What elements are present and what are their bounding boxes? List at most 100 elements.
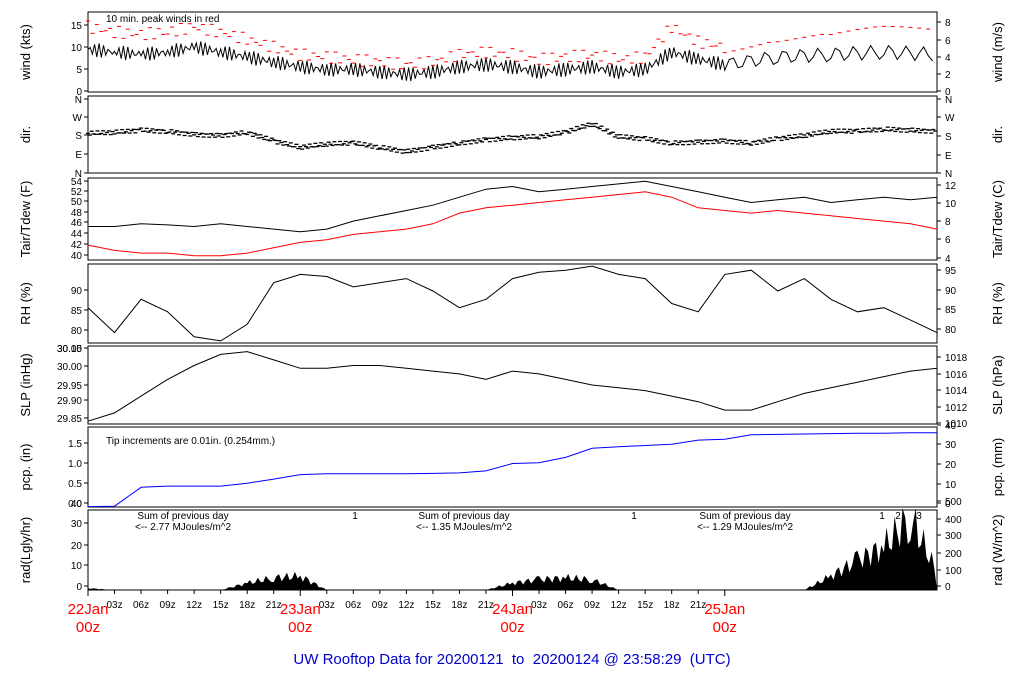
y-tick-label-left: 5: [76, 65, 82, 76]
y-tick-label-left: 52: [71, 187, 83, 198]
y-tick-label-left: W: [73, 113, 83, 124]
day-date-label: 24Jan: [492, 601, 533, 618]
y-tick-label-right: 10: [945, 480, 957, 491]
y-tick-label-right: 1012: [945, 403, 968, 414]
y-axis-label-right: RH (%): [990, 282, 1005, 325]
y-tick-label-left: 40: [71, 251, 83, 262]
y-tick-label-right: 12: [945, 181, 957, 192]
y-tick-label-right: 20: [945, 460, 957, 471]
y-tick-label-right: 30: [945, 440, 957, 451]
x-tick-label: 21z: [690, 600, 706, 611]
x-tick-label: 03z: [106, 600, 122, 611]
y-tick-label-right: 0: [945, 87, 951, 98]
y-tick-label-left: 1.5: [68, 439, 82, 450]
y-tick-label-left: 40: [71, 499, 83, 510]
y-axis-label-left: RH (%): [18, 282, 33, 325]
relative-humidity-line: [87, 265, 938, 342]
y-tick-label-right: 100: [945, 566, 962, 577]
y-tick-label-left: 46: [71, 218, 83, 229]
y-tick-label-left: 50: [71, 197, 83, 208]
x-tick-label: 18z: [239, 600, 255, 611]
panel-frame: [87, 11, 938, 93]
panel-frame: [87, 177, 938, 261]
y-tick-label-left: 30.00: [57, 362, 82, 373]
y-tick-label-right: 8: [945, 18, 951, 29]
y-axis-label-right: Tair/Tdew (C): [990, 180, 1005, 258]
y-tick-label-right: 80: [945, 325, 957, 336]
x-tick-label: 12z: [186, 600, 202, 611]
y-tick-label-left: 1.0: [68, 459, 82, 470]
x-tick-label: 15z: [637, 600, 653, 611]
y-tick-label-right: 40: [945, 421, 957, 432]
day-hour-label: 00z: [500, 619, 524, 636]
panel-frame: [87, 426, 938, 508]
y-axis-label-left: Tair/Tdew (F): [18, 181, 33, 258]
y-tick-label-left: 30.05: [57, 344, 82, 355]
radiation-marker: 3: [916, 511, 922, 522]
wind-series-line: [87, 41, 933, 82]
wind-annotation: 10 min. peak winds in red: [106, 14, 219, 25]
y-tick-label-right: 6: [945, 235, 951, 246]
x-tick-label: 06z: [133, 600, 149, 611]
y-axis-label-left: dir.: [18, 126, 33, 143]
x-tick-label: 15z: [213, 600, 229, 611]
radiation-day-sum-value: <-- 2.77 MJoules/m^2: [135, 522, 232, 533]
y-tick-label-left: 10: [71, 561, 83, 572]
radiation-day-sum-title: Sum of previous day: [137, 511, 228, 522]
x-tick-label: 15z: [425, 600, 441, 611]
y-axis-label-right: wind (m/s): [990, 22, 1005, 83]
y-tick-label-right: 2: [945, 70, 951, 81]
y-tick-label-left: 54: [71, 177, 83, 188]
y-tick-label-left: 48: [71, 208, 83, 219]
radiation-area: [88, 508, 937, 590]
x-tick-label: 18z: [451, 600, 467, 611]
x-tick-label: 21z: [266, 600, 282, 611]
y-tick-label-right: 6: [945, 36, 951, 47]
y-tick-label-left: 0: [76, 582, 82, 593]
panel-frame: [87, 263, 938, 344]
x-tick-label: 09z: [584, 600, 600, 611]
y-tick-label-right: 1016: [945, 370, 968, 381]
radiation-day-sum-title: Sum of previous day: [699, 511, 790, 522]
radiation-day-sum-value: <-- 1.35 MJoules/m^2: [416, 522, 513, 533]
x-tick-label: 12z: [611, 600, 627, 611]
x-tick-label: 03z: [319, 600, 335, 611]
y-axis-label-right: rad (W/m^2): [990, 514, 1005, 585]
y-tick-label-left: 30.10: [57, 344, 82, 355]
y-tick-label-left: 0.5: [68, 479, 82, 490]
dewpoint-line: [87, 191, 938, 257]
y-axis-label-left: SLP (inHg): [18, 353, 33, 416]
sea-level-pressure-line: [87, 351, 938, 422]
y-tick-label-right: 1010: [945, 419, 968, 430]
y-tick-label-left: 29.85: [57, 414, 82, 425]
radiation-marker: 1: [352, 511, 358, 522]
y-tick-label-right: W: [945, 113, 955, 124]
y-tick-label-left: 44: [71, 229, 83, 240]
day-hour-label: 00z: [288, 619, 312, 636]
x-tick-label: 09z: [160, 600, 176, 611]
y-tick-label-right: 4: [945, 254, 951, 265]
y-tick-label-left: 80: [71, 326, 83, 337]
y-tick-label-left: N: [75, 169, 82, 180]
y-tick-label-right: 500: [945, 497, 962, 508]
y-tick-label-right: 1014: [945, 386, 968, 397]
y-tick-label-right: 8: [945, 217, 951, 228]
y-tick-label-right: 95: [945, 266, 957, 277]
y-tick-label-right: 0: [945, 499, 951, 510]
y-axis-label-left: pcp. (in): [18, 444, 33, 491]
day-hour-label: 00z: [713, 619, 737, 636]
y-tick-label-right: N: [945, 169, 952, 180]
day-date-label: 23Jan: [280, 601, 321, 618]
panel-frame: [87, 345, 938, 425]
x-tick-label: 09z: [372, 600, 388, 611]
y-tick-label-left: 30: [71, 519, 83, 530]
y-tick-label-left: 85: [71, 306, 83, 317]
chart-footer: UW Rooftop Data for 20200121 to 20200124…: [293, 651, 730, 668]
x-tick-label: 06z: [345, 600, 361, 611]
x-tick-label: 21z: [478, 600, 494, 611]
y-tick-label-right: 10: [945, 199, 957, 210]
radiation-marker: 2: [895, 511, 901, 522]
air-temperature-line: [88, 180, 938, 233]
day-hour-label: 00z: [76, 619, 100, 636]
x-tick-label: 12z: [398, 600, 414, 611]
